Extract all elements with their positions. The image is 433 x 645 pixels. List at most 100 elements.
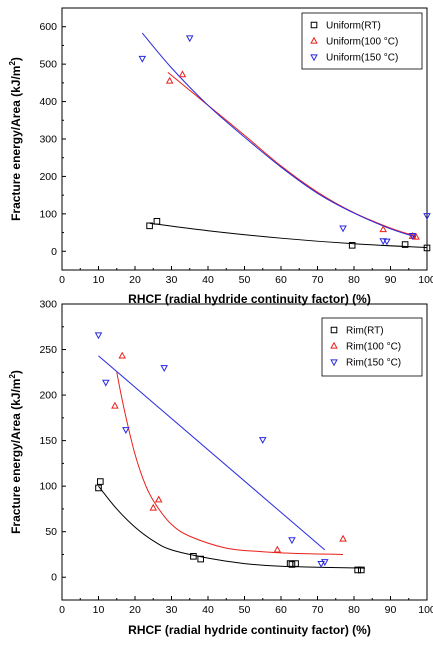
- x-tick-label: 10: [93, 274, 105, 286]
- x-tick-label: 40: [202, 274, 214, 286]
- y-axis-title-main: Fracture energy/Area (kJ/m: [9, 66, 23, 221]
- data-point: [122, 427, 130, 434]
- y-axis-title-end: ): [9, 370, 23, 374]
- x-tick-label: 10: [93, 604, 105, 616]
- data-point: [111, 401, 119, 409]
- legend-marker: [310, 54, 318, 62]
- x-tick-label: 70: [312, 604, 324, 616]
- x-tick-label: 20: [129, 274, 141, 286]
- data-point: [408, 232, 417, 240]
- y-axis-title-main: Fracture energy/Area (kJ/m: [9, 379, 23, 534]
- data-point: [401, 241, 409, 248]
- data-point: [423, 244, 431, 252]
- x-tick-label: 60: [275, 274, 287, 286]
- x-tick-label: 100: [418, 604, 433, 616]
- legend-marker: [330, 341, 338, 349]
- y-tick-label: 500: [39, 59, 57, 71]
- legend-marker: [330, 359, 338, 367]
- data-point: [154, 495, 163, 503]
- data-point: [292, 560, 299, 567]
- data-point: [197, 555, 204, 563]
- legend-label: Rim(100 °C): [346, 342, 401, 353]
- fit-curve: [167, 71, 417, 237]
- x-axis-title: RHCF (radial hydride continuity factor) …: [128, 623, 371, 637]
- data-point: [358, 566, 365, 574]
- y-tick-label: 600: [39, 21, 57, 33]
- y-tick-label: 100: [39, 481, 57, 493]
- data-point: [348, 241, 356, 249]
- legend-label: Uniform(RT): [326, 21, 381, 32]
- data-point: [165, 76, 174, 84]
- legend-marker: [310, 36, 318, 44]
- data-point: [288, 537, 296, 545]
- fit-curve: [98, 485, 365, 569]
- y-tick-label: 200: [39, 171, 57, 183]
- y-tick-label: 0: [51, 246, 57, 258]
- data-point: [273, 545, 282, 553]
- chart-rim: 0 10 20 30 40 50 60 70 80 90 100 0 50 100 150 200 250 300…: [8, 299, 433, 638]
- y-tick-label: 300: [39, 134, 57, 146]
- data-point: [412, 232, 420, 240]
- x-tick-label: 90: [385, 274, 397, 286]
- y-tick-label: 200: [39, 390, 57, 402]
- x-tick-label: 0: [59, 274, 65, 286]
- y-tick-label: 0: [51, 572, 57, 584]
- data-point: [102, 379, 110, 387]
- x-tick-label: 50: [239, 604, 251, 616]
- legend-label: Uniform(150 °C): [326, 53, 398, 64]
- x-tick-label: 60: [275, 604, 287, 616]
- x-axis-title: RHCF (radial hydride continuity factor) …: [128, 292, 371, 306]
- fit-curve: [149, 222, 428, 249]
- y-axis-title-end: ): [9, 57, 23, 61]
- data-point: [153, 218, 161, 225]
- y-axis-title-superscript: 2: [8, 374, 17, 379]
- legend: [301, 12, 423, 70]
- x-tick-label: 30: [166, 604, 178, 616]
- y-tick-label: 250: [39, 344, 57, 356]
- fit-curve: [141, 32, 417, 238]
- x-tick-label: 40: [202, 604, 214, 616]
- x-tick-label: 80: [348, 274, 360, 286]
- x-tick-label: 100: [418, 274, 433, 286]
- data-point: [149, 503, 158, 511]
- legend-marker: [330, 326, 338, 334]
- legend-label: Rim(150 °C): [346, 358, 401, 369]
- data-point: [97, 478, 104, 485]
- y-axis-title-superscript: 2: [8, 61, 17, 66]
- data-point: [379, 225, 387, 233]
- y-tick-label: 300: [39, 299, 57, 311]
- data-point: [94, 332, 103, 340]
- data-point: [339, 225, 347, 233]
- fit-curve: [116, 372, 344, 555]
- x-tick-label: 0: [59, 604, 65, 616]
- data-point: [321, 559, 329, 567]
- y-tick-label: 100: [39, 208, 57, 220]
- legend-marker: [310, 21, 318, 29]
- x-tick-label: 90: [385, 604, 397, 616]
- data-point: [95, 484, 102, 492]
- data-point: [317, 560, 325, 568]
- x-tick-label: 50: [239, 274, 251, 286]
- y-tick-label: 150: [39, 435, 57, 447]
- x-tick-label: 30: [166, 274, 178, 286]
- legend-label: Uniform(100 °C): [326, 37, 398, 48]
- legend-label: Rim(RT): [346, 326, 384, 337]
- x-tick-label: 70: [312, 274, 324, 286]
- data-point: [185, 35, 194, 43]
- data-point: [178, 70, 187, 78]
- y-tick-label: 50: [45, 526, 57, 538]
- fit-curve: [98, 355, 326, 551]
- y-tick-label: 400: [39, 96, 57, 108]
- data-point: [118, 351, 127, 359]
- y-axis-title: Fracture energy/Area (kJ/m2): [8, 370, 23, 534]
- data-point: [138, 55, 147, 63]
- data-point: [160, 365, 168, 373]
- data-point: [339, 534, 347, 542]
- data-point: [190, 552, 197, 560]
- data-point: [146, 222, 153, 230]
- x-tick-label: 80: [348, 604, 360, 616]
- data-point: [258, 437, 267, 444]
- data-point: [423, 213, 431, 220]
- legend: [321, 317, 423, 377]
